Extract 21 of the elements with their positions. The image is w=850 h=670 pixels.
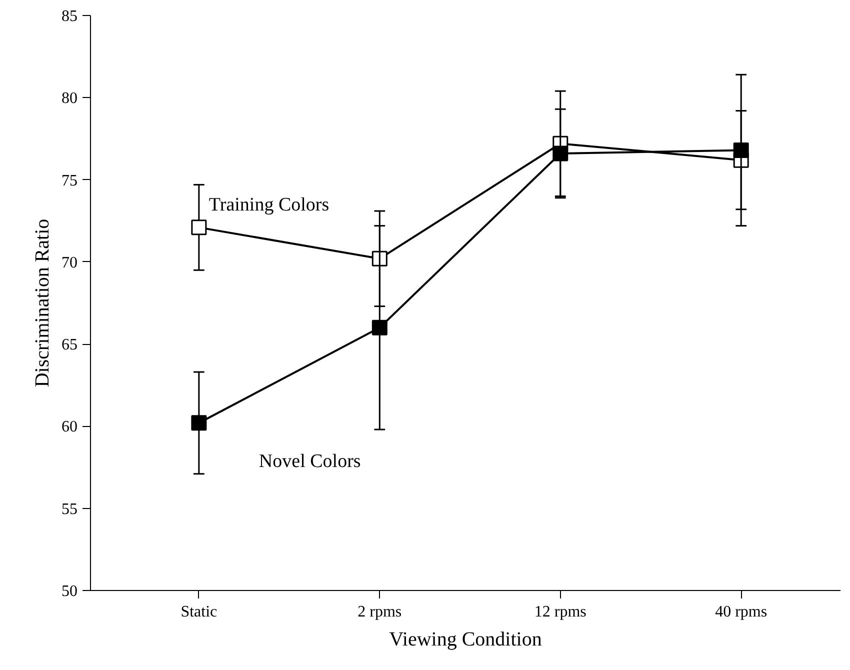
y-tick-label: 75 <box>62 172 78 190</box>
point <box>191 415 207 431</box>
x-tick-label: 40 rpms <box>715 604 768 620</box>
y-axis-title: Discrimination Ratio <box>32 218 54 388</box>
y-tick-label: 80 <box>62 90 78 108</box>
x-tick-label: 2 rpms <box>358 604 402 620</box>
y-tick-label: 65 <box>62 336 78 354</box>
point <box>372 320 388 336</box>
x-axis-title: Viewing Condition <box>389 628 542 650</box>
y-tick-label: 60 <box>62 418 78 436</box>
series-label: Training Colors <box>208 194 330 216</box>
x-tick-label: 12 rpms <box>534 604 586 620</box>
point <box>552 146 568 162</box>
y-tick-label: 55 <box>62 500 78 518</box>
point <box>191 220 207 236</box>
y-tick-label: 70 <box>62 254 78 272</box>
point <box>733 142 749 158</box>
y-tick-label: 85 <box>62 8 78 25</box>
text: Novel Colors <box>258 450 361 472</box>
y-tick-label: 50 <box>62 583 78 600</box>
x-tick-label: Static <box>180 604 218 620</box>
